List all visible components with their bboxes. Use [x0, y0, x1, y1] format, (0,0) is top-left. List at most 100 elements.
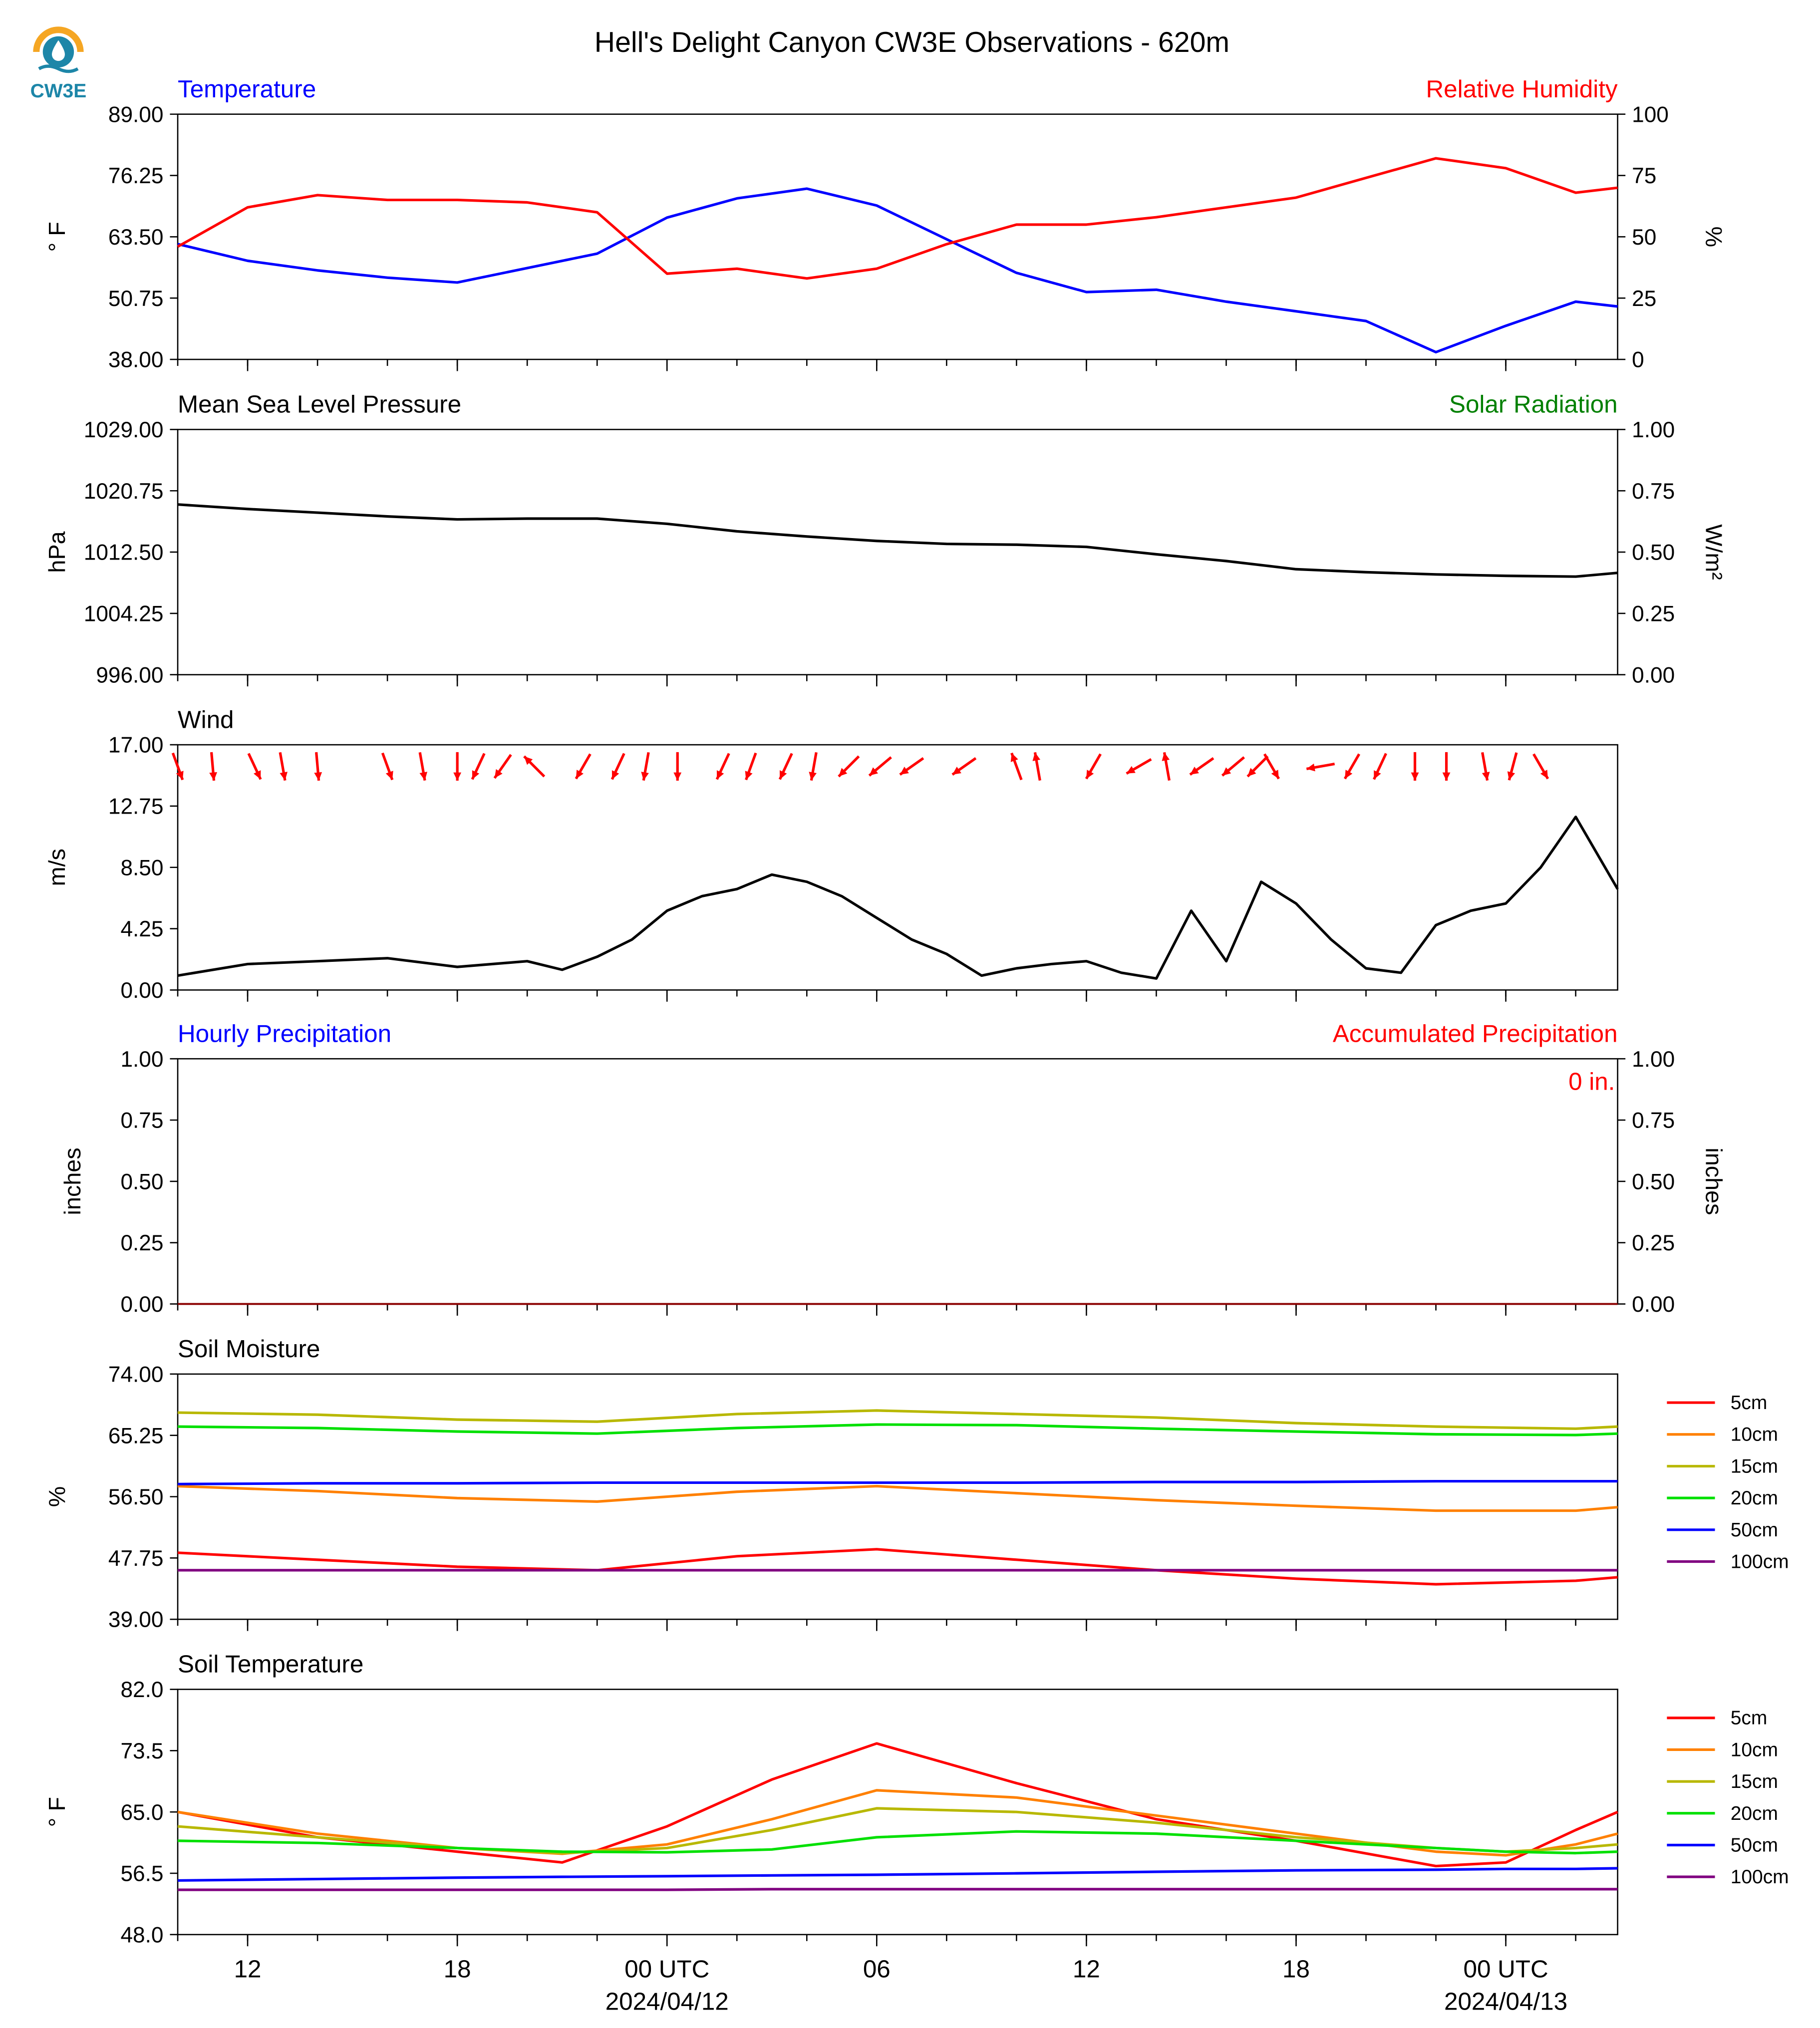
wind-vector-head — [209, 772, 217, 781]
wind-vector-arrow — [1373, 753, 1387, 780]
y-tick-label: 0.00 — [120, 1292, 163, 1317]
y-tick-label: 1029.00 — [84, 418, 164, 442]
y-tick-label: 0.50 — [120, 1169, 163, 1194]
y2-tick-label: 25 — [1632, 287, 1656, 311]
panel-left-title: Soil Temperature — [178, 1651, 363, 1678]
wind-vector-head — [869, 767, 879, 776]
wind-vector-head — [1345, 770, 1353, 779]
y-axis-label: ° F — [44, 1797, 70, 1827]
wind-vector-arrow — [247, 753, 262, 780]
wind-vector-arrow — [471, 753, 486, 780]
series-line-20cm — [177, 1423, 1618, 1437]
x-date-label: 2024/04/12 — [606, 1988, 729, 2016]
y-tick-label: 996.00 — [96, 663, 163, 687]
y-tick-label: 89.00 — [108, 102, 164, 127]
wind-vector-arrow — [715, 753, 730, 780]
y-tick-label: 1.00 — [120, 1047, 163, 1072]
y-tick-label: 65.25 — [108, 1424, 164, 1448]
y2-axis-label: inches — [1701, 1148, 1727, 1215]
panel-right-title: Solar Radiation — [1449, 391, 1618, 418]
wind-vector-head — [1442, 772, 1451, 781]
y-tick-label: 0.00 — [120, 978, 163, 1003]
plot-frame — [177, 113, 1618, 360]
legend-label: 10cm — [1731, 1739, 1778, 1760]
y-tick-label: 38.00 — [108, 348, 164, 372]
wind-vector-arrow — [641, 752, 650, 781]
y-tick-label: 17.00 — [108, 733, 164, 758]
plot-frame — [177, 429, 1618, 676]
panel-temperature: Temperature Relative Humidity 89.00 76.25 63… — [44, 75, 1727, 372]
y-tick-label: 76.25 — [108, 164, 164, 188]
wind-vector-arrow — [1126, 758, 1152, 775]
wind-vector-arrow — [1532, 753, 1549, 780]
series-line-temperature — [177, 187, 1618, 354]
series-line-50cm — [177, 1867, 1618, 1882]
panel-left-title: Wind — [178, 706, 234, 733]
legend-label: 10cm — [1731, 1424, 1778, 1446]
wind-vector-arrow — [171, 752, 184, 781]
chart-title: Hell's Delight Canyon CW3E Observations … — [595, 26, 1229, 58]
series-line-15cm — [177, 1409, 1618, 1430]
y-tick-label: 56.50 — [108, 1485, 164, 1509]
wind-vector-arrow — [1306, 762, 1335, 772]
wind-vector-head — [952, 766, 961, 775]
y-axis-label: % — [44, 1486, 70, 1507]
wind-vector-head — [385, 771, 393, 780]
plot-frame — [177, 1689, 1618, 1936]
wind-vector-arrow — [1442, 752, 1451, 781]
y-tick-label: 74.00 — [108, 1362, 164, 1387]
series-line-mean-sea-level-pressure — [177, 503, 1618, 578]
wind-vector-arrow — [575, 753, 592, 780]
wind-vector-head — [1010, 753, 1018, 762]
wind-vector-head — [524, 756, 533, 765]
wind-vector-head — [1271, 770, 1279, 779]
wind-vector-head — [900, 766, 909, 775]
x-date-label: 2024/04/13 — [1444, 1988, 1567, 2016]
y2-tick-label: 50 — [1632, 225, 1656, 250]
legend-label: 15cm — [1731, 1455, 1778, 1477]
panel-soil-temperature: Soil Temperature 82.0 73.5 65.0 56.5 48.0 ° F 5… — [44, 1651, 1789, 1948]
panel-hourly-precipitation: Hourly Precipitation Accumulated Precipit… — [59, 1020, 1727, 1317]
wind-vector-arrow — [381, 752, 394, 781]
legend-label: 5cm — [1731, 1708, 1768, 1729]
wind-vector-arrow — [453, 752, 462, 781]
legend-label: 100cm — [1731, 1551, 1789, 1572]
y2-tick-label: 0.00 — [1632, 1292, 1675, 1317]
y-tick-label: 56.5 — [120, 1862, 163, 1886]
series-line-50cm — [178, 1479, 1618, 1485]
wind-vector-head — [1306, 763, 1315, 772]
wind-vector-arrow — [1263, 753, 1280, 780]
wind-vector-arrow — [1343, 753, 1361, 780]
wind-vector-head — [745, 771, 753, 780]
wind-vector-arrow — [838, 755, 860, 778]
legend-label: 100cm — [1731, 1866, 1789, 1888]
wind-vector-head — [472, 770, 480, 780]
wind-vector-head — [1540, 770, 1548, 779]
wind-vector-head — [779, 770, 787, 780]
y-tick-label: 47.75 — [108, 1546, 164, 1571]
wind-vector-arrow — [809, 752, 818, 781]
wind-vector-arrow — [1221, 756, 1245, 777]
y-tick-label: 50.75 — [108, 287, 164, 311]
wind-vector-head — [176, 771, 184, 780]
series-line-20cm — [177, 1830, 1618, 1855]
series-line-10cm — [177, 1484, 1618, 1512]
legend-label: 50cm — [1731, 1834, 1778, 1856]
wind-vector-arrow — [209, 752, 217, 781]
panel-wind: Wind 17.00 12.75 8.50 4.25 0.00 m/s — [44, 706, 1619, 1003]
wind-vector-head — [1086, 770, 1094, 779]
panel-left-title: Hourly Precipitation — [178, 1020, 391, 1047]
y-tick-label: 8.50 — [120, 856, 163, 880]
x-tick-label: 18 — [1282, 1956, 1310, 1983]
y-axis-label: hPa — [44, 531, 70, 573]
wind-vector-arrow — [778, 753, 793, 780]
wind-vector-head — [673, 772, 682, 781]
wind-vector-head — [716, 770, 724, 780]
x-tick-label: 12 — [1073, 1956, 1100, 1983]
wind-vector-head — [839, 768, 848, 777]
wind-vector-arrow — [1162, 752, 1171, 781]
cw3e-logo: CW3E — [30, 26, 86, 102]
wind-vector-arrow — [493, 754, 512, 779]
wind-vector-head — [314, 772, 322, 781]
wind-vector-head — [809, 772, 817, 781]
